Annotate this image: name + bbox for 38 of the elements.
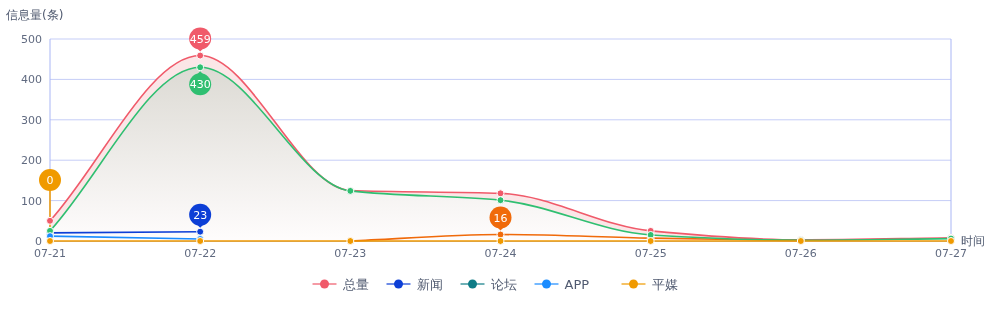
point xyxy=(196,51,205,60)
x-tick-label: 07-21 xyxy=(34,247,66,260)
y-tick-label: 0 xyxy=(35,235,42,248)
data-label: 459 xyxy=(189,32,211,46)
x-tick-label: 07-23 xyxy=(334,247,367,260)
y-tick-label: 200 xyxy=(21,154,42,168)
legend-label: 平媒 xyxy=(651,277,678,292)
pin: 430 xyxy=(189,71,212,96)
pin: 0 xyxy=(39,169,61,191)
x-tick-label: 07-25 xyxy=(634,247,667,260)
point xyxy=(46,216,54,225)
pin: 459 xyxy=(189,27,212,52)
data-label: 430 xyxy=(189,78,211,92)
data-label: 16 xyxy=(493,211,508,225)
point xyxy=(496,189,505,198)
point xyxy=(196,63,205,72)
legend-label: APP xyxy=(564,277,590,292)
x-tick-label: 07-27 xyxy=(935,247,967,260)
data-label: 0 xyxy=(46,174,54,187)
y-tick-label: 400 xyxy=(21,73,42,87)
x-tick-label: 07-22 xyxy=(184,247,217,260)
pin: 16 xyxy=(489,206,512,231)
y-axis-title: 信息量(条) xyxy=(6,8,64,22)
point xyxy=(646,230,655,239)
x-tick-label: 07-26 xyxy=(784,247,817,260)
x-axis-title: 时间 xyxy=(961,234,985,248)
y-tick-label: 500 xyxy=(21,33,42,46)
legend-label: 新闻 xyxy=(416,277,443,292)
pin: 23 xyxy=(189,203,212,228)
legend-label: 论坛 xyxy=(490,277,517,292)
y-tick-label: 100 xyxy=(21,194,42,208)
data-label: 23 xyxy=(193,208,208,222)
point xyxy=(496,196,505,205)
point xyxy=(496,237,505,245)
point xyxy=(196,227,205,236)
y-tick-label: 300 xyxy=(21,113,42,127)
legend-label: 总量 xyxy=(341,277,369,292)
x-tick-label: 07-24 xyxy=(484,247,517,260)
